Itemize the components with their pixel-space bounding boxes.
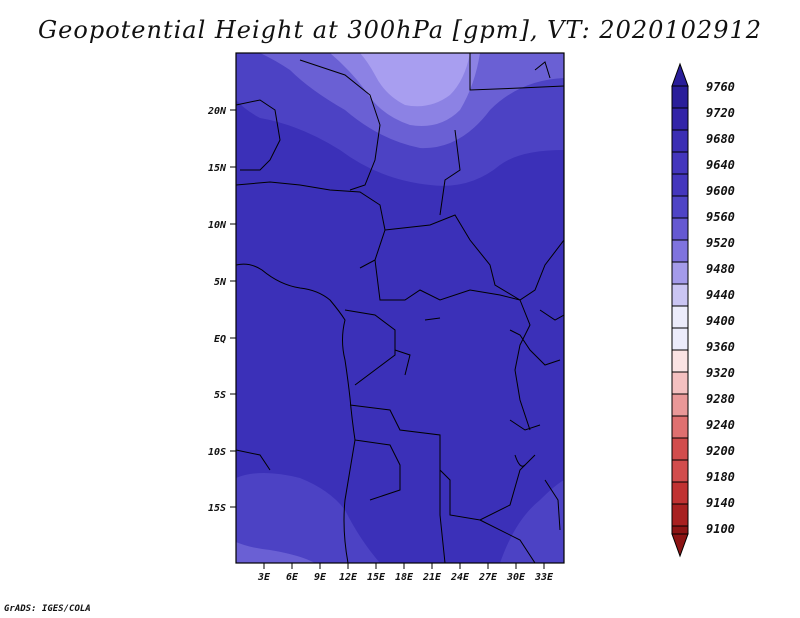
colorbar-label: 9760 <box>706 80 735 94</box>
contour-fill <box>236 53 564 563</box>
lat-tick-5s: 5S <box>214 390 236 401</box>
colorbar-label: 9180 <box>706 470 735 484</box>
lon-label-15e: 15E <box>367 572 386 583</box>
longitude-axis: 3E 6E 9E 12E 15E 18E 21E 24E <box>257 563 554 583</box>
colorbar-swatch <box>671 107 689 131</box>
latitude-axis: 20N 15N 10N 5N EQ 5S 10S 15S <box>207 106 236 514</box>
lat-tick-10n: 10N <box>208 220 236 231</box>
lon-label-33e: 33E <box>534 572 554 583</box>
colorbar-swatch <box>671 349 689 373</box>
lat-label-15s: 15S <box>208 503 226 514</box>
colorbar-label: 9640 <box>706 158 735 172</box>
map-title: Geopotential Height at 300hPa [gpm], VT:… <box>38 16 762 44</box>
lon-tick-33e: 33E <box>534 563 554 583</box>
colorbar-swatch <box>671 151 689 175</box>
colorbar-label: 9140 <box>706 496 735 510</box>
colorbar-label: 9240 <box>706 418 735 432</box>
colorbar-label: 9600 <box>706 184 735 198</box>
lon-tick-21e: 21E <box>422 563 442 583</box>
colorbar-labels: 9760 9720 9680 9640 9600 9560 9520 9480 … <box>706 80 735 536</box>
colorbar-label: 9100 <box>706 522 735 536</box>
colorbar-swatch <box>671 525 689 535</box>
lon-tick-6e: 6E <box>286 563 299 583</box>
lat-label-10s: 10S <box>208 447 226 458</box>
lon-tick-27e: 27E <box>478 563 498 583</box>
colorbar-swatch <box>671 195 689 219</box>
colorbar-swatch <box>671 261 689 285</box>
lon-label-21e: 21E <box>422 572 442 583</box>
lat-tick-10s: 10S <box>208 447 236 458</box>
lon-tick-15e: 15E <box>367 563 386 583</box>
colorbar-label: 9320 <box>706 366 735 380</box>
lat-tick-15n: 15N <box>208 163 236 174</box>
lon-tick-12e: 12E <box>339 563 358 583</box>
lon-label-18e: 18E <box>395 572 414 583</box>
lat-label-5n: 5N <box>214 277 227 288</box>
lat-tick-20n: 20N <box>207 106 236 117</box>
colorbar-swatch <box>671 503 689 527</box>
colorbar-swatch <box>671 459 689 483</box>
lat-tick-eq: EQ <box>214 334 236 345</box>
lon-label-9e: 9E <box>314 572 327 583</box>
colorbar-swatch <box>671 327 689 351</box>
colorbar-label: 9720 <box>706 106 735 120</box>
colorbar-label: 9440 <box>706 288 735 302</box>
lat-label-20n: 20N <box>207 106 227 117</box>
colorbar-top-arrow <box>671 62 689 87</box>
lat-label-5s: 5S <box>214 390 226 401</box>
lon-label-12e: 12E <box>339 572 358 583</box>
colorbar-swatch <box>671 371 689 395</box>
colorbar-swatch <box>671 393 689 417</box>
colorbar-swatch <box>671 173 689 197</box>
lon-label-30e: 30E <box>506 572 526 583</box>
colorbar-swatch <box>671 305 689 329</box>
colorbar-label: 9560 <box>706 210 735 224</box>
lon-label-3e: 3E <box>257 572 271 583</box>
colorbar-swatch <box>671 129 689 153</box>
lat-tick-15s: 15S <box>208 503 236 514</box>
colorbar-label: 9400 <box>706 314 735 328</box>
colorbar-label: 9480 <box>706 262 735 276</box>
lon-tick-3e: 3E <box>257 563 271 583</box>
lon-tick-24e: 24E <box>450 563 470 583</box>
lon-tick-30e: 30E <box>506 563 526 583</box>
colorbar-label: 9360 <box>706 340 735 354</box>
colorbar <box>671 62 689 558</box>
lon-label-27e: 27E <box>478 572 498 583</box>
colorbar-swatch <box>671 217 689 241</box>
lon-tick-9e: 9E <box>314 563 327 583</box>
colorbar-swatch <box>671 415 689 439</box>
lon-label-24e: 24E <box>450 572 470 583</box>
colorbar-swatch <box>671 283 689 307</box>
grads-credit: GrADS: IGES/COLA <box>4 604 91 614</box>
lon-tick-18e: 18E <box>395 563 414 583</box>
colorbar-swatch <box>671 481 689 505</box>
colorbar-label: 9520 <box>706 236 735 250</box>
borders <box>236 53 564 563</box>
colorbar-swatch <box>671 437 689 461</box>
colorbar-label: 9280 <box>706 392 735 406</box>
plot-frame <box>235 52 565 564</box>
colorbar-swatch <box>671 239 689 263</box>
lat-label-10n: 10N <box>208 220 227 231</box>
colorbar-label: 9200 <box>706 444 735 458</box>
colorbar-swatch <box>671 85 689 109</box>
lat-tick-5n: 5N <box>214 277 236 288</box>
lat-label-15n: 15N <box>208 163 227 174</box>
colorbar-bottom-arrow <box>671 533 689 558</box>
colorbar-label: 9680 <box>706 132 735 146</box>
lat-label-eq: EQ <box>214 334 226 345</box>
lon-label-6e: 6E <box>286 572 299 583</box>
